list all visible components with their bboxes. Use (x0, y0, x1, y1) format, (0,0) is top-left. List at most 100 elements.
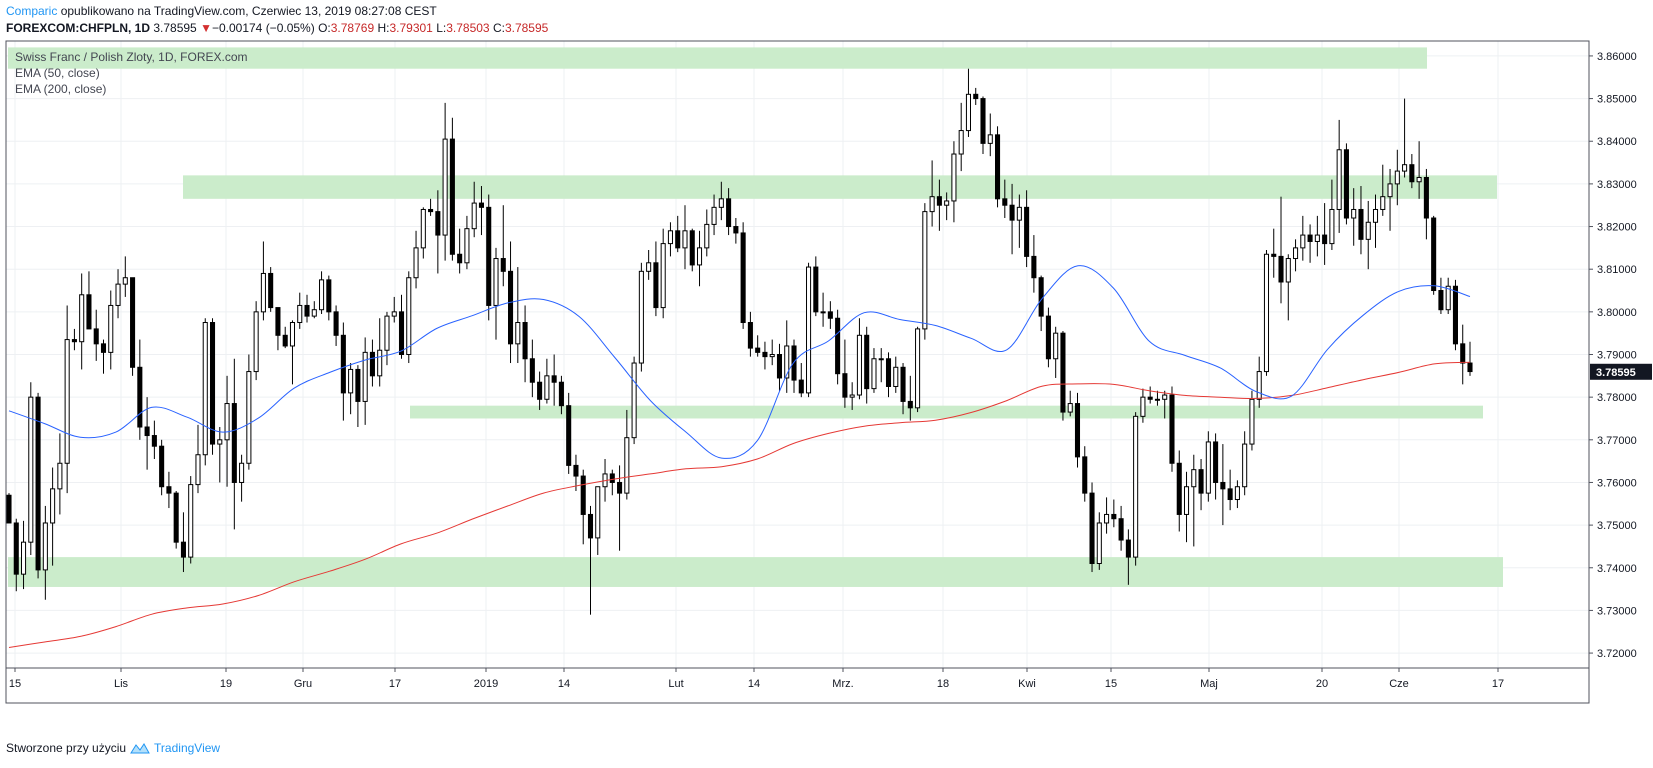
candle-body-down (1024, 206, 1030, 257)
footer-tradingview-link[interactable]: TradingView (154, 741, 221, 755)
candle (522, 305, 528, 383)
candle (973, 87, 979, 105)
candle (217, 427, 223, 483)
candle-body-down (478, 202, 484, 208)
candle-body-up (391, 311, 397, 317)
candle (377, 318, 383, 387)
candle-body-down (71, 339, 77, 343)
price-tick-label: 3.77000 (1597, 435, 1637, 447)
candle-body-down (130, 277, 136, 368)
candle-body-up (1249, 398, 1255, 445)
candle-body-down (1147, 396, 1153, 400)
candle-body-down (1322, 234, 1328, 245)
candle-body-up (493, 258, 499, 306)
candle (239, 454, 245, 502)
candle-body-down (282, 334, 288, 347)
price-tick-label: 3.79000 (1597, 350, 1637, 362)
candle (864, 326, 870, 404)
candle-body-down (1213, 441, 1219, 483)
time-tick-label: Cze (1389, 678, 1409, 690)
candle (878, 348, 884, 383)
candle (1002, 179, 1008, 219)
candle (464, 215, 470, 270)
candle-body-down (689, 230, 695, 266)
candle (791, 339, 797, 393)
candle-body-down (1220, 481, 1226, 490)
price-tick-label: 3.83000 (1597, 179, 1637, 191)
candle (718, 181, 724, 221)
time-tick-label: 20 (1316, 678, 1328, 690)
candle-body-up (122, 277, 128, 285)
candle (384, 311, 390, 366)
candle (558, 375, 564, 415)
candle (958, 102, 964, 172)
candle (1176, 450, 1182, 532)
candle-body-down (675, 230, 681, 249)
time-axis[interactable]: 15 Lis 19 Gru 17 2019 14 Lut 14 Mrz. 18 Kwi 15 Maj 20 C… (6, 667, 1589, 690)
candle (1067, 390, 1073, 417)
candle-body-up (951, 153, 957, 202)
low-value: 3.78503 (446, 21, 490, 35)
candle (537, 371, 543, 410)
candle (478, 186, 484, 236)
candle (1445, 277, 1451, 314)
candle (108, 290, 114, 370)
footer: Stworzone przy użyciu TradingView (6, 741, 220, 755)
candle-body-down (798, 379, 804, 394)
candle-body-down (617, 481, 623, 494)
candle-body-up (1162, 394, 1168, 400)
price-axis[interactable]: 3.86000 3.85000 3.84000 3.83000 3.82000 3.810… (1589, 51, 1637, 660)
candle (1053, 326, 1059, 378)
candle-body-up (289, 322, 296, 347)
candle-body-down (980, 98, 986, 144)
candle-body-down (973, 93, 979, 100)
candle (457, 228, 463, 274)
ema50-line (8, 265, 1471, 459)
candle-body-down (529, 358, 535, 383)
candle (1314, 215, 1320, 257)
candle-body-up (1314, 234, 1320, 242)
candle (1365, 200, 1371, 270)
last-price-tag-label: 3.78595 (1596, 367, 1636, 379)
price-tick-label: 3.86000 (1597, 51, 1637, 63)
candle (1104, 497, 1110, 534)
candle-body-up (718, 198, 724, 208)
candle-body-down (587, 513, 594, 539)
candle-body-up (1351, 208, 1357, 219)
candle-body-down (907, 400, 913, 409)
candle (1045, 307, 1051, 368)
candle-body-up (769, 354, 775, 358)
candle (195, 424, 201, 494)
candle-body-down (1082, 456, 1088, 494)
candle (1322, 203, 1328, 265)
candle (827, 301, 833, 329)
candle-body-down (1358, 208, 1364, 240)
candle-body-down (558, 381, 564, 407)
candle (326, 275, 332, 321)
candle-body-up (246, 371, 252, 464)
candle-body-up (28, 396, 34, 543)
candle (260, 241, 266, 321)
candle (159, 439, 165, 496)
time-tick-label: 2019 (474, 678, 498, 690)
candle-body-up (544, 375, 550, 400)
candle (544, 358, 550, 404)
candle (682, 205, 688, 270)
candle (1351, 188, 1357, 246)
candle (1380, 164, 1386, 216)
candle (391, 296, 397, 323)
brand-link[interactable]: Comparic (6, 4, 58, 18)
close-label: C: (492, 21, 505, 35)
time-tick-label: 17 (1492, 678, 1504, 690)
candle-body-up (1242, 443, 1248, 488)
candle-body-down (159, 445, 165, 488)
candle (726, 188, 732, 236)
candle-body-up (1372, 208, 1379, 223)
candle (871, 348, 877, 393)
candle (28, 382, 34, 555)
candle (57, 433, 63, 515)
candle (1307, 224, 1313, 263)
candle (93, 309, 99, 361)
candle (965, 68, 971, 137)
